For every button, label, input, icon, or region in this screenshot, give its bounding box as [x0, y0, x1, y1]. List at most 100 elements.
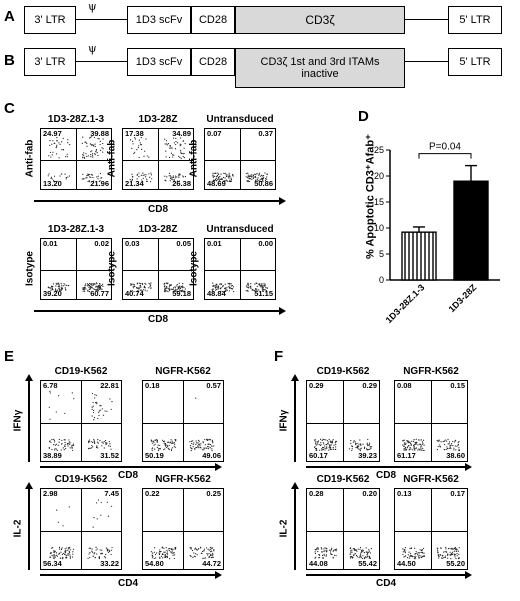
- c-bottom-0-event-dot: [96, 288, 99, 290]
- c-top-1-event-dot: [134, 138, 137, 140]
- e-bottom-0-event-dot: [92, 526, 94, 528]
- f-top-1-event-dot: [419, 439, 421, 441]
- e-bottom-0-event-dot: [88, 547, 90, 549]
- e-top-0-event-dot: [55, 448, 58, 450]
- e-bottom-0-event-dot: [87, 557, 89, 559]
- e-bottom-1-event-dot: [208, 549, 210, 551]
- f-top-0-event-dot: [317, 443, 319, 445]
- f-bottom-0-event-dot: [356, 550, 358, 552]
- c-top-0-event-dot: [82, 173, 84, 176]
- f-bottom-0-quadrant-h: [307, 530, 379, 532]
- c-top-1-event-dot: [136, 148, 138, 151]
- e-bottom-1-event-dot: [194, 556, 196, 558]
- c-bottom-1-event-dot: [140, 283, 142, 285]
- c-bottom-1-event-dot: [176, 290, 178, 292]
- c-top-1-event-dot: [178, 155, 180, 157]
- c-bottom-2-event-dot: [245, 285, 247, 287]
- f-bottom-0-event-dot: [314, 552, 317, 555]
- e-bottom-0-ul-value: 2.98: [43, 489, 58, 498]
- c-top-1-ul-value: 17.38: [125, 129, 144, 138]
- c-top-2-event-dot: [227, 176, 229, 178]
- c-bottom-0-event-dot: [82, 287, 84, 289]
- f-bottom-0-event-dot: [366, 553, 369, 555]
- c-top-2-event-dot: [247, 175, 249, 178]
- c-bottom-2-event-dot: [265, 287, 267, 289]
- f-bottom-1-event-dot: [404, 546, 406, 549]
- c-bottom-x-label: CD8: [148, 314, 169, 325]
- e-top-1-event-dot: [153, 444, 155, 446]
- c-top-1-ur-value: 34.89: [172, 129, 191, 138]
- c-top-1-event-dot: [179, 145, 181, 147]
- e-bottom-0-event-dot: [60, 548, 62, 550]
- c-top-2-event-dot: [251, 178, 253, 181]
- f-top-1-event-dot: [447, 438, 449, 441]
- e-top-1-event-dot: [198, 443, 200, 446]
- c-top-2-event-dot: [252, 177, 254, 180]
- e-top-0-event-dot: [71, 449, 74, 452]
- c-bottom-2-event-dot: [215, 284, 217, 287]
- c-top-0-event-dot: [51, 178, 53, 180]
- c-top-0-event-dot: [90, 151, 92, 153]
- c-top-0-event-dot: [49, 139, 51, 142]
- f-bottom-1-event-dot: [436, 547, 438, 549]
- c-bottom-2-event-dot: [226, 289, 228, 291]
- e-bottom-0-event-dot: [106, 501, 108, 503]
- c-top-0-event-dot: [62, 148, 64, 151]
- e-top-0-event-dot: [71, 392, 73, 394]
- f-bottom-0-event-dot: [359, 554, 362, 556]
- c-top-2-event-dot: [215, 177, 217, 179]
- f-bottom-1-event-dot: [415, 555, 417, 557]
- e-bottom-1-event-dot: [205, 547, 208, 549]
- e-bottom-0-event-dot: [65, 554, 67, 557]
- c-top-1-event-dot: [180, 144, 182, 146]
- e-top-0-event-dot: [106, 442, 108, 444]
- f-top-y-arrow: [291, 374, 299, 462]
- f-bottom-1-event-dot: [440, 557, 443, 559]
- e-bottom-0-plot: 2.98 7.45 56.34 33.22: [40, 488, 122, 570]
- e-bottom-0-event-dot: [96, 502, 98, 504]
- f-bottom-0-event-dot: [317, 550, 319, 553]
- f-bottom-0-event-dot: [370, 547, 372, 550]
- c-bottom-1-event-dot: [138, 282, 141, 284]
- f-top-0-title: CD19-K562: [316, 366, 370, 377]
- c-bottom-0-event-dot: [58, 289, 61, 291]
- c-top-1-event-dot: [178, 175, 180, 177]
- e-bottom-0-event-dot: [92, 555, 94, 557]
- e-top-1-event-dot: [156, 446, 158, 448]
- f-bottom-1-event-dot: [452, 548, 454, 550]
- c-bottom-0-event-dot: [96, 283, 98, 285]
- c-bottom-0-event-dot: [60, 287, 63, 289]
- c-top-1-event-dot: [138, 156, 140, 159]
- c-bottom-1-event-dot: [131, 283, 133, 285]
- e-top-0-event-dot: [100, 405, 102, 407]
- c-top-0-event-dot: [51, 154, 53, 156]
- c-top-2-title: Untransduced: [206, 114, 274, 125]
- f-top-1-event-dot: [409, 446, 411, 449]
- e-top-1-event-dot: [163, 442, 165, 444]
- e-top-0-event-dot: [99, 405, 101, 407]
- c-top-0-event-dot: [85, 153, 87, 155]
- e-bottom-0-event-dot: [105, 547, 107, 549]
- c-top-0-event-dot: [92, 176, 94, 179]
- e-top-0-event-dot: [88, 447, 90, 449]
- f-bottom-0-event-dot: [368, 550, 370, 552]
- e-top-0-event-dot: [101, 445, 103, 447]
- e-bottom-1-event-dot: [207, 548, 209, 550]
- c-bottom-1-event-dot: [138, 287, 140, 289]
- c-bottom-0-ylabel: Isotype: [24, 251, 36, 287]
- c-bottom-2-event-dot: [256, 285, 258, 287]
- c-bottom-0-event-dot: [92, 283, 94, 285]
- e-bottom-0-event-dot: [51, 554, 53, 557]
- f-bottom-0-event-dot: [360, 553, 362, 555]
- f-bottom-0-event-dot: [323, 553, 325, 555]
- e-top-1-event-dot: [170, 439, 172, 441]
- e-top-0-event-dot: [64, 445, 66, 447]
- c-bottom-2-event-dot: [229, 287, 231, 289]
- e-top-0-event-dot: [60, 449, 62, 451]
- c-top-2-event-dot: [245, 172, 247, 175]
- f-bottom-1-event-dot: [422, 547, 425, 550]
- c-top-0-event-dot: [87, 174, 89, 177]
- e-bottom-0-event-dot: [69, 553, 71, 555]
- c-top-1-quadrant-v: [158, 129, 159, 189]
- e-bottom-1-event-dot: [166, 553, 169, 555]
